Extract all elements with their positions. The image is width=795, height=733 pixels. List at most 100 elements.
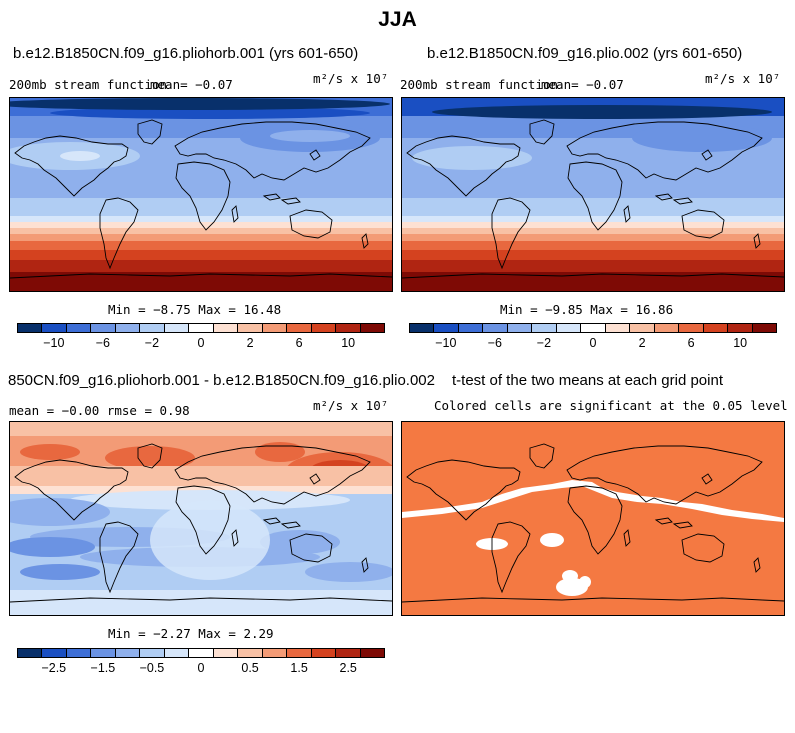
coastline [566,445,763,505]
colorbar-swatch [140,649,165,657]
colorbar-panel3 [17,648,385,658]
colorbar-tick-label: 6 [687,336,695,350]
coastline [701,149,713,161]
colorbar-swatch [360,324,385,332]
colorbar-tick-label: −2 [144,336,160,350]
colorbar-swatch [18,649,43,657]
colorbar-swatch [115,324,141,332]
panel3-min-max: Min = −2.27 Max = 2.29 [108,626,274,641]
coastline [654,517,673,525]
colorbar-swatch [189,324,214,332]
coastline [529,119,555,145]
coastline [10,273,392,279]
coastline [174,445,371,505]
coastline [14,135,129,197]
colorbar-swatch [507,324,533,332]
colorbar-swatch [42,649,67,657]
colorbar-swatch [213,324,239,332]
panel1-units: m²/s x 10⁷ [313,71,389,86]
map-panel1 [9,97,393,292]
colorbar-swatch [164,649,190,657]
panel1-min-max: Min = −8.75 Max = 16.48 [108,302,282,317]
coastline [681,533,725,563]
colorbar-swatch [91,324,116,332]
colorbar-swatch [703,324,729,332]
panel3-units: m²/s x 10⁷ [313,398,389,413]
map-panel3 [9,421,393,616]
colorbar-swatch [679,324,704,332]
panel4-subtitle: Colored cells are significant at the 0.0… [434,398,788,413]
coastline [654,193,673,201]
colorbar-tick-label: 0 [589,336,597,350]
colorbar-tick-label: −2.5 [41,661,67,675]
colorbar-swatch [458,324,484,332]
colorbar-tick-label: 2.5 [339,661,357,675]
coastline [491,197,531,270]
colorbar-swatch [287,649,312,657]
colorbar-panel2 [409,323,777,333]
colorbar-tick-label: 0 [197,661,205,675]
coastline [406,135,521,197]
panel1-mean: mean= −0.07 [150,77,233,92]
colorbar-swatch [140,324,165,332]
panel3-title: 850CN.f09_g16.pliohorb.001 - b.e12.B1850… [8,372,435,389]
coastline [231,205,239,223]
coastline [361,557,369,573]
coastline [99,521,139,594]
colorbar-swatch [654,324,680,332]
colorbar-swatch [752,324,777,332]
coastline [406,459,521,521]
coastline [14,459,129,521]
colorbar-swatch [336,324,361,332]
coastline [174,121,371,181]
colorbar-swatch [164,324,190,332]
colorbar-tick-label: 10 [341,336,356,350]
panel2-title: b.e12.B1850CN.f09_g16.plio.002 (yrs 601-… [427,45,743,62]
colorbar-swatch [360,649,385,657]
colorbar-swatch [336,649,361,657]
coastline [99,197,139,270]
colorbar-swatch [532,324,557,332]
colorbar-tick-label: −1.5 [90,661,116,675]
map-panel4 [401,421,785,616]
coastline [529,443,555,469]
colorbar-swatch [483,324,508,332]
difference-bands-panel3 [10,422,392,615]
coastline [701,473,713,485]
colorbar-swatch [311,649,337,657]
colorbar-swatch [605,324,631,332]
panel2-units: m²/s x 10⁷ [705,71,781,86]
stream-function-bands-panel1 [10,98,392,291]
colorbar-swatch [66,324,92,332]
coastline [289,209,333,239]
colorbar-tick-label: −10 [435,336,457,350]
coastline [402,597,784,603]
colorbar-tick-label: 6 [295,336,303,350]
colorbar-tick-label: 2 [638,336,646,350]
colorbar-tick-label: 2 [246,336,254,350]
colorbar-swatch [556,324,582,332]
coastline [681,209,725,239]
coastline [280,521,301,529]
colorbar-swatch [238,324,263,332]
coastline [231,529,239,547]
panel1-variable: 200mb stream function [9,77,168,92]
coastline [10,597,392,603]
panel3-stats: mean = −0.00 rmse = 0.98 [9,403,190,418]
colorbar-swatch [728,324,753,332]
coastline [175,485,231,555]
colorbar-swatch [42,324,67,332]
significance-fill [402,422,784,615]
coastlines-panel4 [402,443,784,603]
colorbar-swatch [91,649,116,657]
coastline [137,119,163,145]
colorbar-tick-label: −10 [43,336,65,350]
colorbar-tick-label: 0.5 [241,661,259,675]
coastline [262,193,281,201]
map-panel2 [401,97,785,292]
stream-function-bands-panel2 [402,98,784,291]
coastline [289,533,333,563]
colorbar-swatch [18,324,43,332]
coastline [567,161,623,231]
colorbar-swatch [238,649,263,657]
